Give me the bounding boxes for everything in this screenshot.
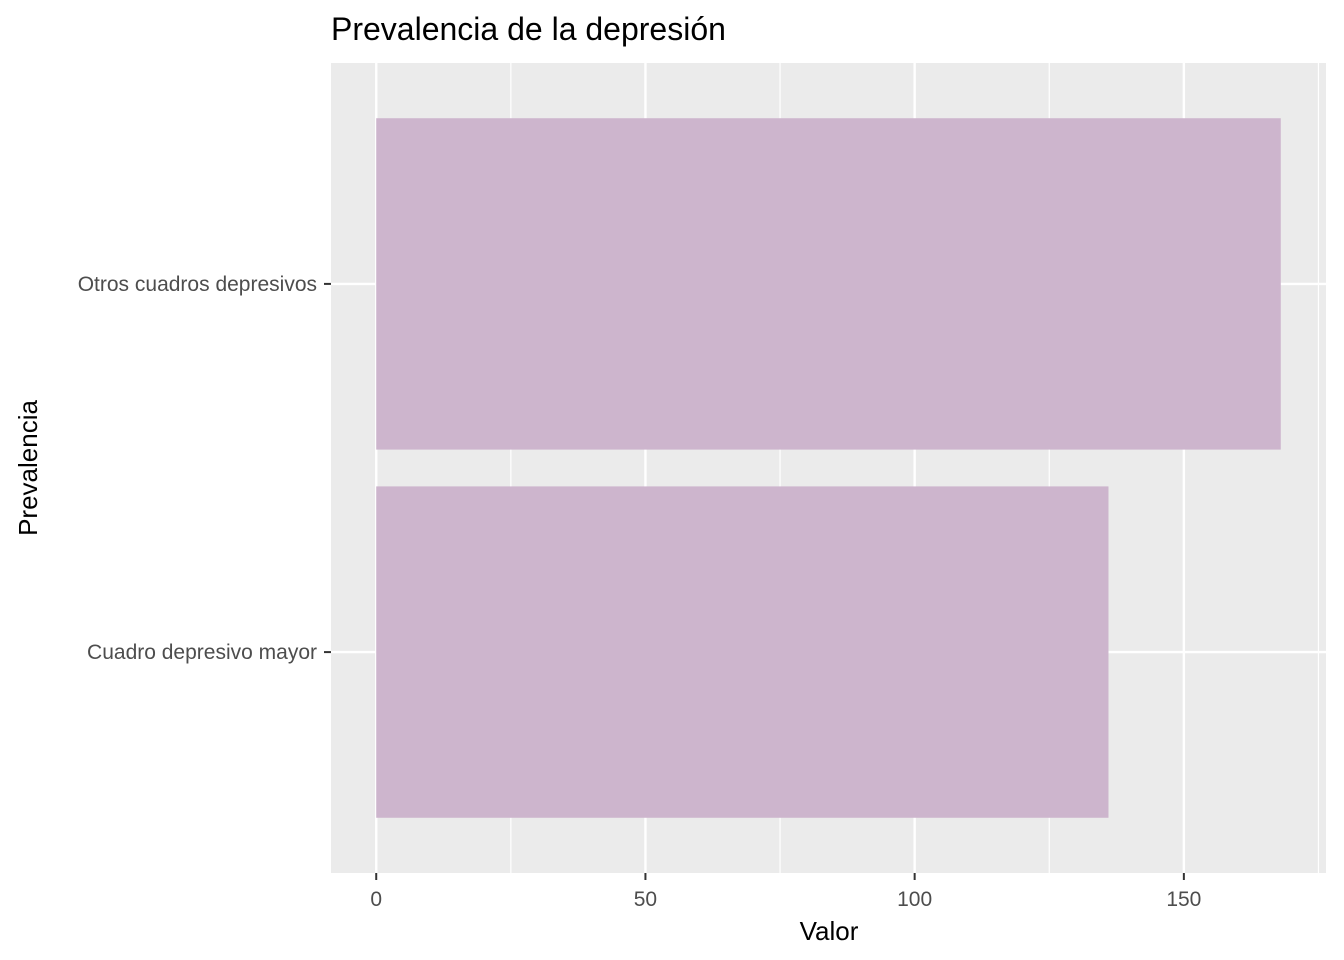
bars [376,118,1281,818]
x-tick-label: 100 [897,888,932,911]
x-axis-title: Valor [800,916,859,946]
y-tick-label: Cuadro depresivo mayor [87,641,317,664]
x-tick-label: 50 [634,888,657,911]
chart-title: Prevalencia de la depresión [331,11,726,47]
bar [376,118,1281,450]
y-axis-title: Prevalencia [13,400,43,536]
y-tick-label: Otros cuadros depresivos [78,273,317,296]
x-axis: 0 50 100 150 [370,873,1201,911]
bar [376,486,1109,818]
y-axis: Cuadro depresivo mayor Otros cuadros depr… [78,273,331,664]
x-tick-label: 150 [1166,888,1201,911]
x-tick-label: 0 [370,888,382,911]
